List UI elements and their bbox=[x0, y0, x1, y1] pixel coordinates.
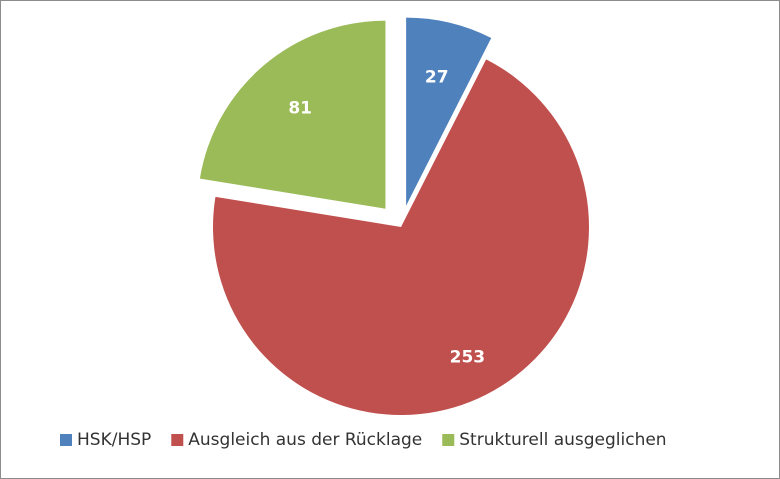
pie-slice bbox=[212, 59, 589, 415]
legend-label: Ausgleich aus der Rücklage bbox=[188, 430, 422, 450]
data-label: 253 bbox=[450, 348, 486, 368]
pie-slice bbox=[199, 20, 386, 209]
legend-label: Strukturell ausgeglichen bbox=[459, 430, 666, 450]
legend-swatch bbox=[442, 434, 455, 446]
pie-slice bbox=[406, 17, 492, 206]
legend-label: HSK/HSP bbox=[77, 430, 151, 450]
data-label: 81 bbox=[288, 98, 312, 118]
data-label: 27 bbox=[425, 68, 449, 88]
legend-swatch bbox=[60, 434, 72, 446]
legend-swatch bbox=[171, 434, 184, 446]
